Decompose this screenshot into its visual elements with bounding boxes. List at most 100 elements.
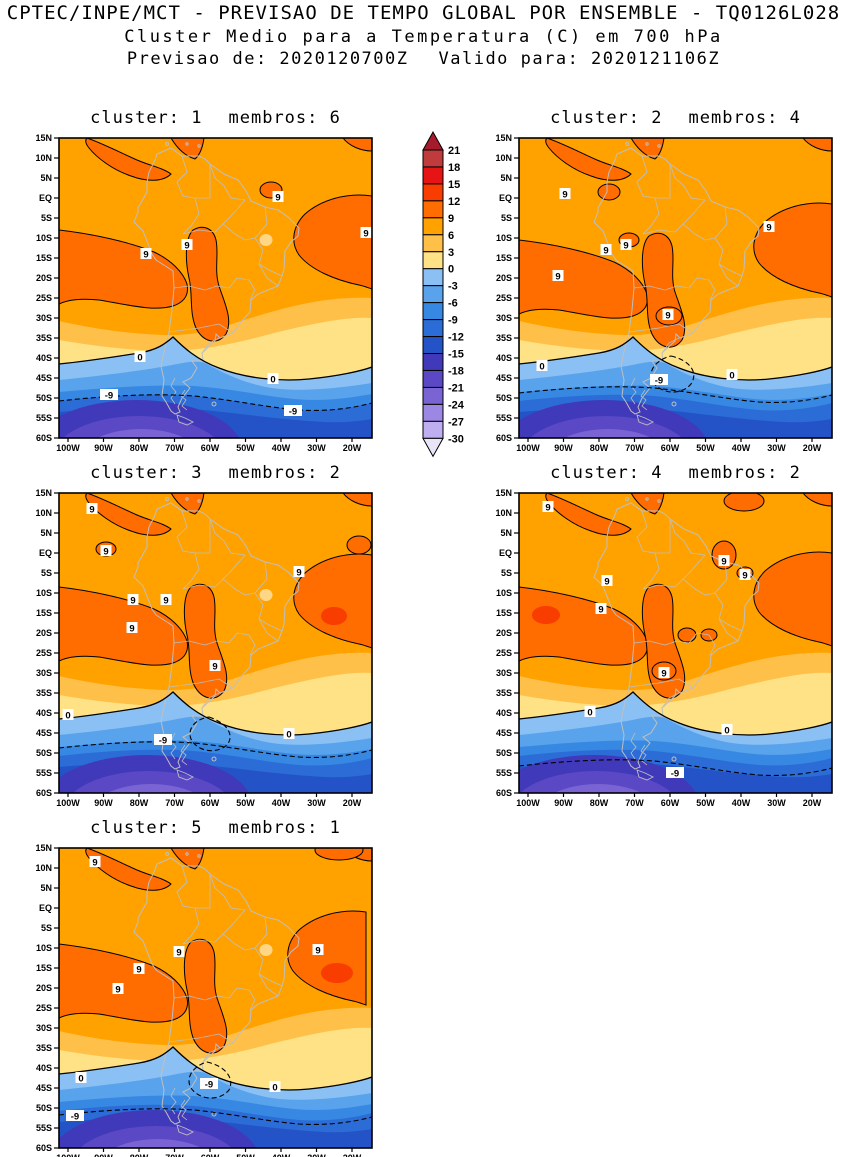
map-panel-cluster-2: 9 9 9 9 9 9 0 0 -9 15N 10N 5N EQ 5S 10S 15S 20S 25S 30S 35S… [495,133,833,453]
svg-text:30S: 30S [496,313,512,323]
svg-text:9: 9 [129,624,134,635]
svg-text:20S: 20S [496,628,512,638]
svg-text:9: 9 [130,596,135,607]
svg-text:-12: -12 [448,332,464,344]
svg-text:0: 0 [272,1083,277,1094]
svg-text:30W: 30W [307,1153,326,1157]
svg-text:15N: 15N [35,133,52,143]
forecast-valid-label: Valido para: 2020121106Z [438,49,721,69]
svg-text:15: 15 [448,179,460,191]
svg-text:30W: 30W [767,443,786,453]
svg-text:9: 9 [315,946,320,957]
svg-text:20S: 20S [496,273,512,283]
svg-text:50W: 50W [236,1153,255,1157]
svg-text:25S: 25S [36,648,52,658]
svg-text:60S: 60S [496,788,512,798]
svg-text:12: 12 [448,196,460,208]
svg-text:55S: 55S [36,413,52,423]
svg-text:40W: 40W [272,1153,291,1157]
svg-text:0: 0 [270,375,275,386]
svg-text:-9: -9 [289,407,297,418]
svg-text:18: 18 [448,162,460,174]
chart-title-line3: Previsao de: 2020120700Z Valido para: 202… [0,49,847,69]
svg-text:-9: -9 [71,1112,79,1123]
svg-text:60W: 60W [201,798,220,808]
svg-text:5N: 5N [40,173,52,183]
svg-text:50S: 50S [36,1103,52,1113]
svg-text:40W: 40W [732,798,751,808]
svg-text:60S: 60S [36,433,52,443]
svg-text:5N: 5N [40,528,52,538]
svg-text:-3: -3 [448,281,458,293]
svg-text:20W: 20W [343,1153,362,1157]
svg-text:25S: 25S [36,293,52,303]
svg-text:0: 0 [587,708,592,719]
svg-text:10S: 10S [36,943,52,953]
svg-text:10N: 10N [35,153,52,163]
svg-text:9: 9 [555,272,560,283]
svg-text:70W: 70W [625,798,644,808]
svg-text:0: 0 [286,730,291,741]
panel-4-title: cluster: 4 membros: 2 [550,463,801,483]
chart-title-line2: Cluster Medio para a Temperatura (C) em … [124,27,723,47]
svg-text:15N: 15N [495,133,512,143]
svg-text:9: 9 [665,311,670,322]
svg-text:10N: 10N [35,863,52,873]
chart-title-line1: CPTEC/INPE/MCT - PREVISAO DE TEMPO GLOBA… [6,2,841,24]
svg-text:10S: 10S [36,588,52,598]
svg-text:20W: 20W [803,443,822,453]
svg-text:70W: 70W [165,798,184,808]
map-panel-cluster-3: 9 9 9 9 9 9 9 0 0 -9 15N 10N 5N EQ 5S 10S 15S 20S 25S 30S 35… [35,488,373,808]
svg-text:20W: 20W [343,443,362,453]
svg-text:9: 9 [623,241,628,252]
svg-text:60W: 60W [201,1153,220,1157]
svg-text:60W: 60W [661,798,680,808]
svg-text:35S: 35S [36,333,52,343]
svg-text:9: 9 [448,213,454,225]
svg-text:90W: 90W [554,443,573,453]
svg-text:30W: 30W [767,798,786,808]
svg-text:9: 9 [184,241,189,252]
svg-text:5S: 5S [501,213,512,223]
svg-text:3: 3 [448,247,454,259]
svg-text:9: 9 [163,596,168,607]
svg-text:100W: 100W [56,443,80,453]
svg-text:40S: 40S [496,708,512,718]
svg-text:9: 9 [89,505,94,516]
svg-text:15N: 15N [35,488,52,498]
svg-text:9: 9 [603,246,608,257]
svg-text:10N: 10N [495,153,512,163]
svg-text:0: 0 [539,362,544,373]
svg-text:10S: 10S [496,233,512,243]
svg-text:90W: 90W [94,798,113,808]
svg-text:60W: 60W [661,443,680,453]
svg-text:45S: 45S [496,728,512,738]
svg-text:30W: 30W [307,443,326,453]
svg-text:25S: 25S [496,648,512,658]
svg-text:9: 9 [103,547,108,558]
svg-text:50W: 50W [236,443,255,453]
svg-text:-9: -9 [655,376,663,387]
svg-text:45S: 45S [36,373,52,383]
panel-2-title: cluster: 2 membros: 4 [550,108,801,128]
svg-text:80W: 80W [590,798,609,808]
svg-text:35S: 35S [496,333,512,343]
svg-text:5S: 5S [41,568,52,578]
svg-text:60S: 60S [36,1143,52,1153]
svg-text:100W: 100W [56,798,80,808]
svg-text:15N: 15N [495,488,512,498]
svg-text:40W: 40W [272,443,291,453]
svg-text:5N: 5N [500,173,512,183]
svg-text:0: 0 [65,711,70,722]
svg-text:15S: 15S [36,963,52,973]
svg-text:100W: 100W [516,443,540,453]
svg-text:9: 9 [92,858,97,869]
svg-text:50S: 50S [36,393,52,403]
map-panel-cluster-5: 9 9 9 9 9 0 0 -9 -9 15N 10N 5N EQ 5S 10S 15S 20S 25S 30S 35… [35,843,373,1157]
svg-text:20S: 20S [36,628,52,638]
svg-text:35S: 35S [496,688,512,698]
forecast-init-label: Previsao de: 2020120700Z [126,49,409,69]
svg-text:9: 9 [598,605,603,616]
svg-text:-6: -6 [448,298,458,310]
svg-text:70W: 70W [165,1153,184,1157]
